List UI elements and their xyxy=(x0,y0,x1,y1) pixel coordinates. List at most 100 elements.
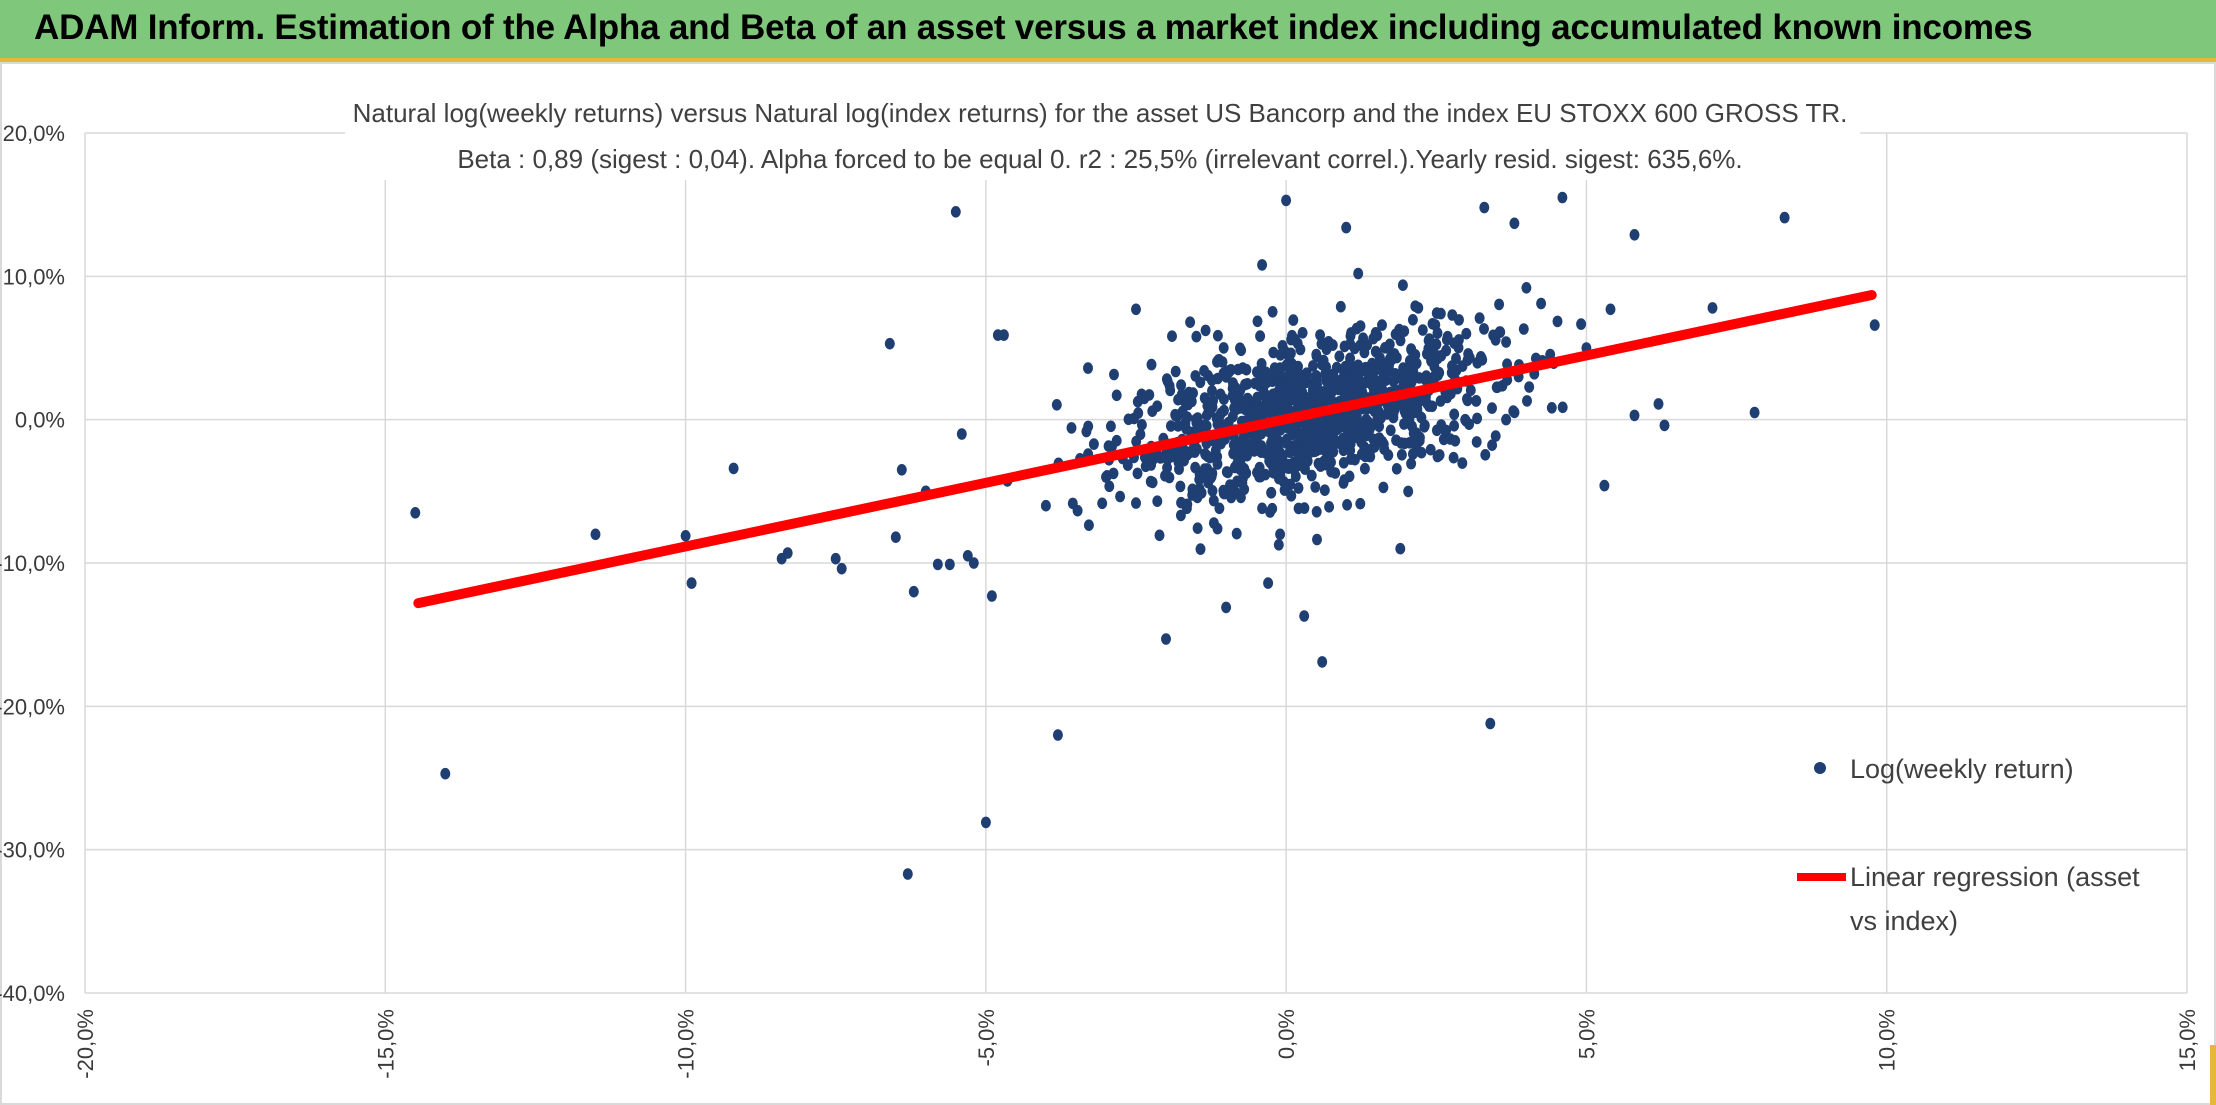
data-point xyxy=(1102,470,1113,482)
data-point xyxy=(1111,389,1122,402)
data-point xyxy=(1494,298,1505,311)
data-point xyxy=(1552,315,1563,328)
data-point xyxy=(1136,419,1147,431)
data-point xyxy=(1445,387,1456,400)
data-point xyxy=(1432,450,1443,463)
data-point xyxy=(1281,194,1292,207)
data-point xyxy=(1355,339,1366,351)
x-tick-label: -10,0% xyxy=(674,1009,699,1079)
data-point xyxy=(1476,352,1487,364)
data-point xyxy=(1599,479,1610,492)
data-point xyxy=(1449,408,1460,421)
data-point xyxy=(1318,354,1329,367)
data-point xyxy=(1447,360,1457,372)
data-point xyxy=(1369,405,1380,418)
data-point xyxy=(1233,452,1244,465)
y-tick-label: 10,0% xyxy=(3,264,65,289)
data-point xyxy=(1448,451,1459,464)
data-point xyxy=(932,558,943,571)
data-point xyxy=(1323,336,1334,348)
data-point xyxy=(1344,470,1355,483)
data-point xyxy=(1317,656,1328,668)
data-point xyxy=(1111,434,1122,447)
data-point xyxy=(1262,372,1273,384)
data-point xyxy=(1252,315,1263,328)
data-point xyxy=(950,206,961,218)
y-tick-label: -20,0% xyxy=(0,694,65,719)
data-point xyxy=(1155,452,1166,464)
data-point xyxy=(1338,457,1349,469)
data-point xyxy=(830,552,841,565)
data-point xyxy=(1318,386,1329,398)
data-point xyxy=(1449,337,1460,350)
data-point xyxy=(1382,342,1393,354)
data-point xyxy=(1257,502,1268,515)
legend-label-regression-2: vs index) xyxy=(1850,906,1958,936)
data-point xyxy=(410,507,421,519)
data-point xyxy=(1445,433,1456,445)
data-point xyxy=(1273,539,1284,551)
data-point xyxy=(1419,419,1430,432)
data-point xyxy=(1295,391,1305,404)
data-point xyxy=(1251,366,1262,378)
data-point xyxy=(1275,528,1286,541)
frame-accent-bottom-right xyxy=(2210,1045,2216,1105)
data-point xyxy=(1165,420,1176,432)
data-point xyxy=(1429,372,1440,385)
data-point xyxy=(1396,449,1407,461)
data-point xyxy=(1241,363,1252,376)
data-point xyxy=(1326,465,1337,478)
data-point xyxy=(1485,717,1496,730)
data-point xyxy=(1545,348,1556,361)
data-point xyxy=(1399,437,1410,450)
data-point xyxy=(1361,429,1372,442)
data-point xyxy=(1139,392,1150,405)
data-point xyxy=(998,329,1009,341)
y-tick-label: -10,0% xyxy=(0,551,65,576)
data-point xyxy=(1479,323,1489,335)
data-point xyxy=(1081,425,1092,438)
data-point xyxy=(1212,356,1222,368)
data-point xyxy=(1206,470,1217,483)
data-point xyxy=(1653,398,1664,410)
data-point xyxy=(1339,420,1350,433)
data-point xyxy=(1372,329,1383,342)
data-point xyxy=(1132,467,1143,480)
data-point xyxy=(440,767,451,780)
data-point xyxy=(1286,421,1297,434)
data-point xyxy=(1214,410,1225,422)
regression-line xyxy=(413,289,1877,609)
data-point xyxy=(1395,334,1406,347)
data-point xyxy=(1267,502,1278,515)
data-point xyxy=(1410,300,1421,313)
data-point xyxy=(1341,221,1352,234)
data-point xyxy=(1353,369,1364,381)
data-point xyxy=(1306,420,1317,432)
data-point xyxy=(1270,366,1281,379)
data-point xyxy=(902,868,913,880)
data-point xyxy=(1175,480,1186,493)
data-point xyxy=(1199,392,1210,404)
data-point xyxy=(1501,413,1512,426)
data-point xyxy=(1228,384,1239,397)
data-point xyxy=(1306,391,1317,404)
data-point xyxy=(680,530,691,542)
data-point xyxy=(1315,329,1326,341)
data-point xyxy=(1487,439,1498,452)
data-point xyxy=(1355,320,1366,332)
data-point xyxy=(1067,497,1078,510)
data-point xyxy=(1501,336,1512,348)
data-point xyxy=(1435,307,1446,320)
x-tick-label: -15,0% xyxy=(373,1009,398,1079)
data-point xyxy=(1395,542,1406,555)
data-point xyxy=(980,816,991,829)
data-point xyxy=(1295,380,1306,392)
data-point xyxy=(1185,316,1196,329)
data-point xyxy=(1329,433,1340,445)
data-point xyxy=(1480,449,1491,461)
data-point xyxy=(1353,430,1363,443)
data-point xyxy=(1162,453,1173,466)
data-point xyxy=(1508,405,1519,417)
data-point xyxy=(1281,437,1292,449)
data-point xyxy=(1441,424,1452,437)
